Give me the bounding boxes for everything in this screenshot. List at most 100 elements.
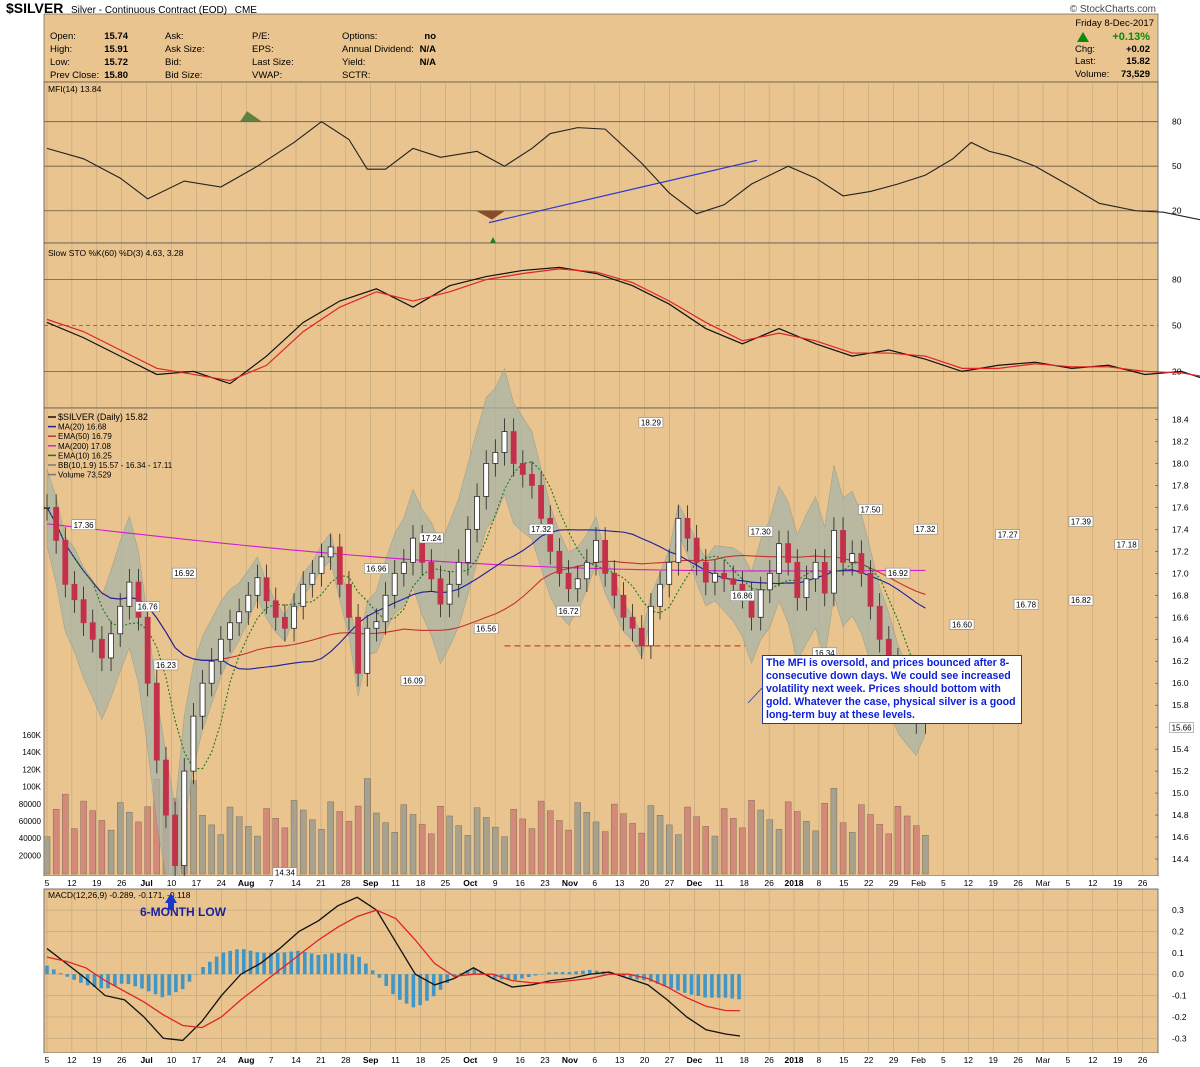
x-axis-bottom-label: 12 — [964, 1055, 974, 1065]
x-axis-top-label: 18 — [739, 878, 749, 888]
x-axis-bottom-label: 6 — [592, 1055, 597, 1065]
candle-body — [236, 611, 243, 624]
price-legend-item: BB(10,1.9) 15.57 - 16.34 - 17.11 — [58, 461, 173, 470]
x-axis-bottom-label: Mar — [1036, 1055, 1051, 1065]
macd-histogram-bar — [221, 952, 226, 975]
quote-value-col1-1: 15.91 — [104, 44, 128, 55]
candle-body — [721, 572, 727, 580]
price-tick-label: 17.0 — [1172, 568, 1189, 578]
candle-body — [867, 572, 874, 607]
volume-bar — [812, 830, 819, 875]
macd-histogram-bar — [51, 969, 56, 975]
volume-bar — [684, 806, 691, 875]
price-legend-item: MA(20) 16.68 — [58, 423, 107, 432]
quote-value-col1-0: 15.74 — [104, 31, 128, 42]
candle-body — [227, 622, 233, 640]
x-axis-top-label: Jul — [140, 878, 152, 888]
volume-bar — [913, 825, 920, 875]
x-axis-top-label: 13 — [615, 878, 625, 888]
candle-body — [428, 561, 435, 580]
macd-histogram-bar — [398, 974, 402, 1000]
price-label-box — [153, 659, 179, 671]
volume-bar — [620, 813, 627, 875]
volume-tick-label: 80000 — [19, 800, 42, 809]
quote-panel — [43, 13, 1159, 83]
x-axis-top-label: 28 — [341, 878, 351, 888]
price-label-box — [949, 619, 975, 630]
volume-bar — [803, 820, 810, 875]
x-axis-bottom-label: 22 — [864, 1055, 874, 1065]
macd-histogram-bar — [370, 970, 375, 975]
price-label: 16.09 — [400, 675, 426, 686]
macd-histogram-bar — [336, 952, 341, 975]
x-axis-bottom-label: 12 — [67, 1055, 77, 1065]
volume-bar — [629, 823, 636, 875]
candle-body — [474, 496, 480, 530]
macd-histogram-bar — [621, 974, 626, 977]
x-axis-bottom-label: Nov — [562, 1055, 578, 1065]
quote-label-col1-1: High: — [50, 44, 72, 55]
six-month-low-label: 6-MONTH LOW — [140, 905, 227, 919]
macd-tick-label: 0.3 — [1172, 905, 1184, 915]
candle-body — [547, 517, 554, 552]
price-label-box — [1068, 516, 1094, 527]
x-axis-top-label: 25 — [441, 878, 451, 888]
macd-histogram-bar — [194, 974, 199, 975]
price-label: 16.86 — [730, 590, 755, 601]
macd-histogram-bar — [581, 970, 585, 975]
volume-bar — [263, 808, 270, 875]
volume-bar — [666, 824, 673, 875]
volume-bar — [894, 806, 902, 875]
macd-histogram-bar — [574, 971, 578, 975]
x-axis-top-label: 24 — [217, 878, 227, 888]
quote-label-col1-3: Prev Close: — [50, 70, 99, 81]
x-axis-top-label: Feb — [911, 878, 926, 888]
volume-bar — [235, 816, 243, 875]
price-label-text: 16.09 — [403, 676, 424, 685]
quote-value-col4-1: N/A — [420, 44, 437, 55]
volume-bar — [272, 818, 279, 875]
quote-value-col1-3: 15.80 — [104, 70, 128, 81]
volume-bar — [62, 793, 69, 875]
volume-bar — [757, 809, 764, 875]
volume-bar — [885, 833, 892, 875]
x-axis-top-label: 7 — [269, 878, 274, 888]
price-label-text: 16.34 — [815, 649, 836, 658]
macd-histogram-bar — [343, 953, 348, 975]
x-axis-top-label: 18 — [416, 878, 426, 888]
quote-label-col1-0: Open: — [50, 31, 76, 42]
sto-line-k — [46, 266, 1200, 385]
price-label-text: 16.23 — [156, 661, 177, 670]
price-label: 15.66 — [1169, 722, 1194, 733]
price-label-box — [638, 417, 664, 428]
macd-histogram-bar — [655, 974, 660, 984]
quote-label-col2-3: Bid Size: — [165, 70, 203, 81]
candle-body — [71, 583, 78, 601]
x-axis-bottom-label: 21 — [316, 1055, 326, 1065]
price-label-box — [400, 675, 426, 686]
quote-value-col1-2: 15.72 — [104, 57, 128, 68]
x-axis-bottom-label: 27 — [665, 1055, 675, 1065]
x-axis-bottom-label: 19 — [92, 1055, 102, 1065]
macd-histogram-bar — [384, 974, 389, 986]
volume-tick-label: 100K — [22, 783, 41, 792]
macd-histogram-bar — [282, 952, 287, 975]
macd-histogram-bar — [703, 974, 707, 998]
volume-bar — [400, 804, 408, 875]
candle-body — [803, 578, 810, 598]
volume-bar — [43, 836, 51, 875]
x-axis-top-label: 16 — [515, 878, 525, 888]
quote-label-col3-2: Last Size: — [252, 57, 294, 68]
macd-tick-label: 0.2 — [1172, 926, 1184, 936]
x-axis-top-label: 11 — [391, 878, 400, 888]
macd-histogram-bar — [425, 974, 429, 1001]
price-label-box — [1013, 599, 1039, 610]
x-axis-bottom-label: Jul — [140, 1055, 152, 1065]
volume-bar — [473, 807, 481, 875]
x-axis-top-bg — [44, 876, 1158, 889]
volume-bar — [290, 800, 298, 875]
volume-bar — [318, 829, 325, 875]
sto-tick-label: 80 — [1172, 275, 1182, 285]
price-label-text: 17.27 — [998, 531, 1019, 540]
